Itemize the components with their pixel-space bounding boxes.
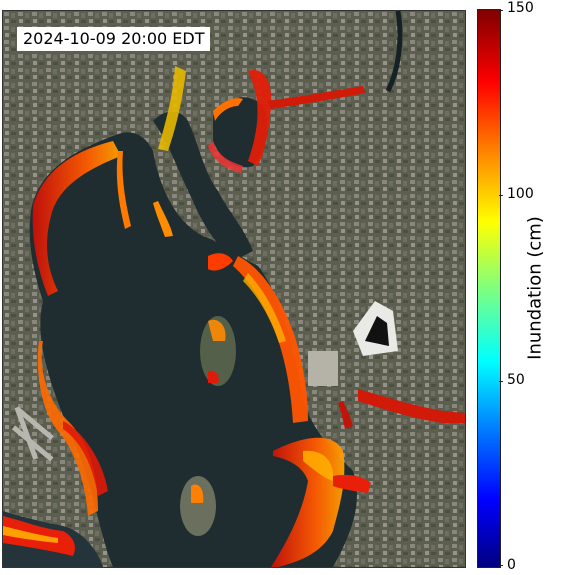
map-canvas (3, 11, 465, 567)
colorbar-tick-mark (499, 10, 503, 11)
colorbar-tick-150: 150 (507, 0, 534, 16)
island-south (180, 476, 216, 536)
colorbar-tick-50: 50 (507, 372, 525, 388)
island-north (200, 316, 236, 386)
inundation-map: 2024-10-09 20:00 EDT (2, 10, 466, 568)
colorbar-tick-mark (499, 381, 503, 382)
timestamp-label: 2024-10-09 20:00 EDT (17, 27, 211, 51)
colorbar-tick-0: 0 (507, 557, 516, 573)
colorbar-tick-100: 100 (507, 186, 534, 202)
airport (11, 406, 54, 462)
channel-water (153, 111, 253, 261)
colorbar-label: Inundation (cm) (524, 216, 546, 360)
bay-water (29, 132, 357, 567)
colorbar-tick-mark (499, 565, 503, 566)
colorbar (477, 9, 501, 568)
pond (308, 351, 338, 386)
colorbar-tick-mark (499, 195, 503, 196)
river-north (385, 11, 403, 93)
inundation-layer (3, 66, 465, 567)
